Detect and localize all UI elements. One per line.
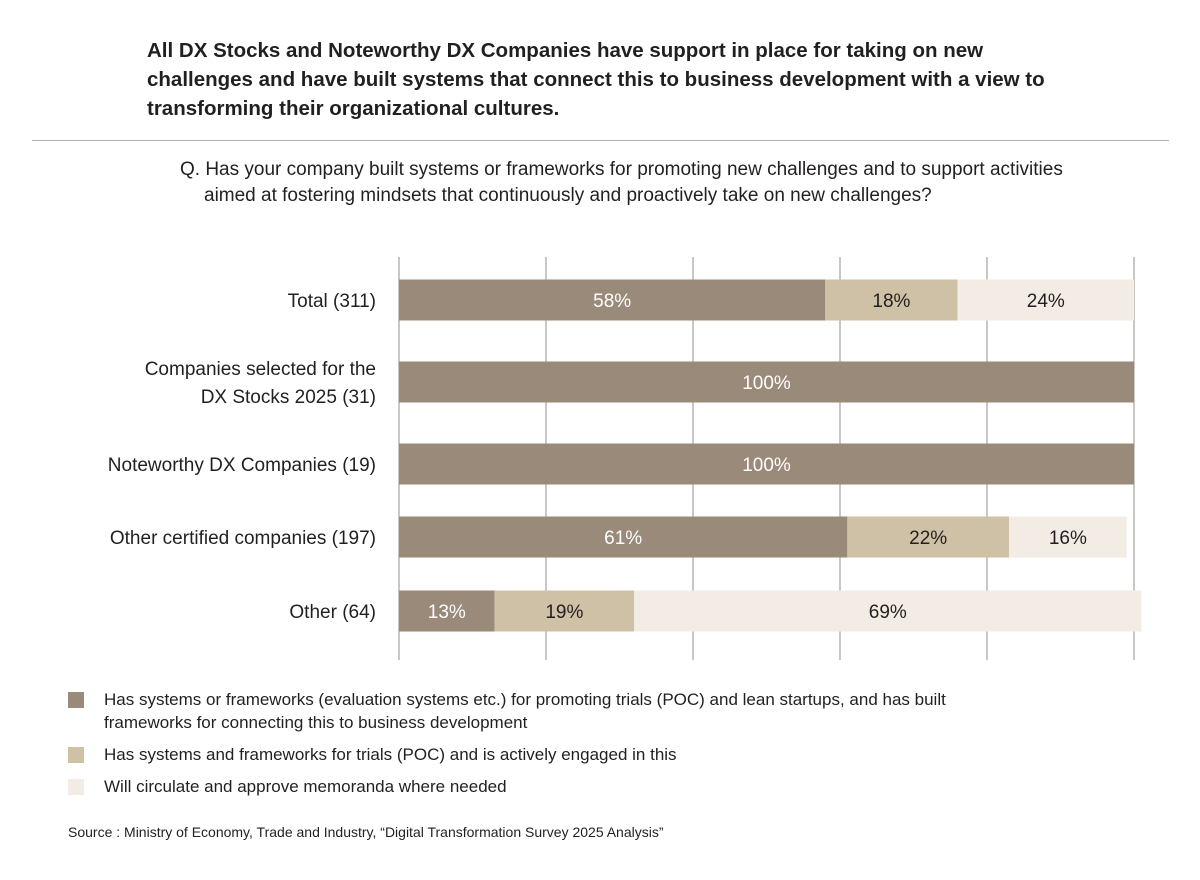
category-label: Other (64) xyxy=(289,602,376,623)
survey-question: Q. Has your company built systems or fra… xyxy=(180,159,1063,206)
category-label: Total (311) xyxy=(288,291,376,312)
legend-label-has-frameworks: Has systems or frameworks (evaluation sy… xyxy=(104,690,946,732)
data-label: 100% xyxy=(742,455,791,476)
legend-item-has-frameworks: Has systems or frameworks (evaluation sy… xyxy=(68,688,1068,734)
data-label: 16% xyxy=(1049,528,1087,549)
divider xyxy=(32,140,1169,141)
data-label: 69% xyxy=(869,602,907,623)
bar-segment xyxy=(957,279,1134,321)
data-label: 13% xyxy=(428,602,466,623)
data-label: 58% xyxy=(593,291,631,312)
legend-item-trials-poc: Has systems and frameworks for trials (P… xyxy=(68,743,1068,766)
data-label: 18% xyxy=(872,291,910,312)
category-label: Companies selected for the xyxy=(145,359,376,380)
bar-segment xyxy=(494,590,635,632)
stacked-bar-chart: 58% 18% 24% Total (311) 100% Companies select… xyxy=(108,257,1142,660)
category-label: Other certified companies (197) xyxy=(110,528,376,549)
bar-segment xyxy=(399,279,826,321)
bar-segment xyxy=(399,516,848,558)
headline: All DX Stocks and Noteworthy DX Companie… xyxy=(147,39,1045,120)
data-label: 100% xyxy=(742,373,791,394)
legend-swatch-trials-poc xyxy=(68,747,84,763)
legend-label-trials-poc: Has systems and frameworks for trials (P… xyxy=(104,745,677,764)
data-label: 24% xyxy=(1027,291,1065,312)
bar-segment xyxy=(399,443,1134,485)
data-label: 22% xyxy=(909,528,947,549)
legend-swatch-memoranda xyxy=(68,779,84,795)
bar-segment xyxy=(399,590,495,632)
bar-segment xyxy=(399,361,1134,403)
legend-label-memoranda: Will circulate and approve memoranda whe… xyxy=(104,777,507,796)
data-label: 61% xyxy=(604,528,642,549)
data-label: 19% xyxy=(545,602,583,623)
bar-segment xyxy=(1009,516,1127,558)
source-note: Source : Ministry of Economy, Trade and … xyxy=(68,824,664,840)
legend: Has systems or frameworks (evaluation sy… xyxy=(68,688,1068,807)
category-label: Noteworthy DX Companies (19) xyxy=(108,455,376,476)
bar-segment xyxy=(847,516,1010,558)
bar-segment xyxy=(825,279,958,321)
legend-item-memoranda: Will circulate and approve memoranda whe… xyxy=(68,775,1068,798)
category-label: DX Stocks 2025 (31) xyxy=(201,387,376,408)
bar-segment xyxy=(634,590,1142,632)
legend-swatch-has-frameworks xyxy=(68,692,84,708)
